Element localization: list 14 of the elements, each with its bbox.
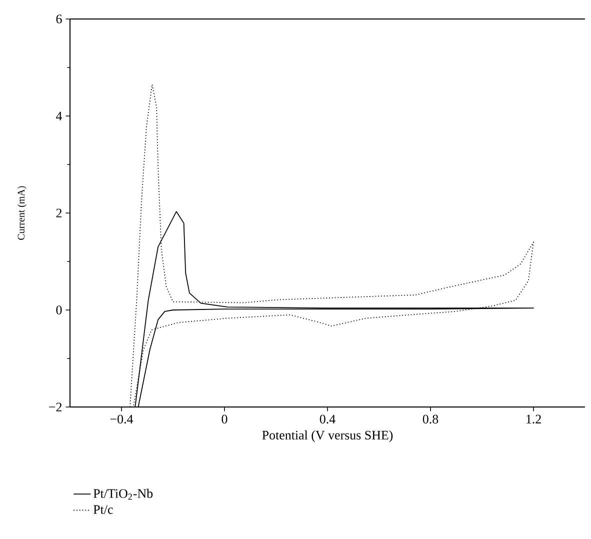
- y-tick-label: 6: [56, 14, 62, 24]
- y-tick-label: 0: [56, 306, 62, 314]
- legend-label: Pt/TiO$_{2}$-Nb: [93, 488, 153, 500]
- y-axis-title: Current (mA): [17, 186, 27, 240]
- y-tick-label: 2: [56, 208, 62, 218]
- x-tick-label: −0.4: [110, 414, 134, 424]
- y-tick-label: −2: [49, 402, 62, 412]
- legend-label: Pt/c: [93, 505, 113, 514]
- x-tick-label: 0.8: [422, 414, 438, 424]
- x-tick-label: 0.4: [320, 414, 336, 424]
- x-tick-label: 1.2: [526, 414, 541, 424]
- y-tick-label: 4: [56, 112, 62, 120]
- x-tick-label: 0: [222, 414, 228, 424]
- x-axis-title: Potential (V versus SHE): [262, 430, 393, 442]
